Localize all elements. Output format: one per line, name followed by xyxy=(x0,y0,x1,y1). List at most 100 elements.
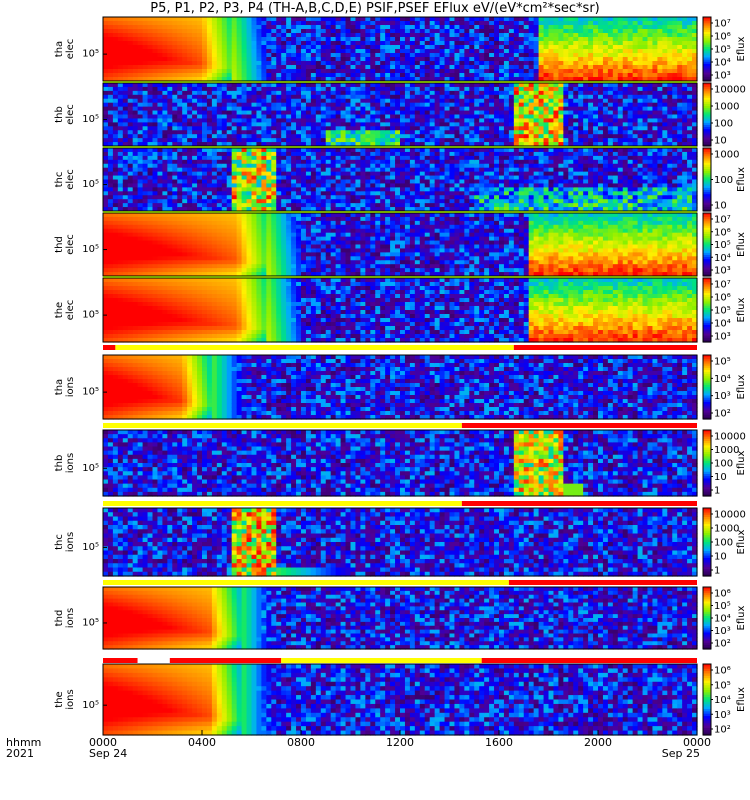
spectrogram-cell xyxy=(232,134,238,139)
spectrogram-cell xyxy=(578,21,584,26)
spectrogram-cell xyxy=(623,41,629,46)
spectrogram-cell xyxy=(172,187,178,192)
spectrogram-cell xyxy=(321,61,327,66)
spectrogram-cell xyxy=(588,91,594,96)
spectrogram-cell xyxy=(167,95,173,100)
spectrogram-cell xyxy=(395,45,401,50)
spectrogram-cell xyxy=(568,103,574,108)
spectrogram-cell xyxy=(430,53,436,58)
spectrogram-cell xyxy=(286,203,292,208)
spectrogram-cell xyxy=(390,95,396,100)
spectrogram-cell xyxy=(153,138,159,143)
spectrogram-cell xyxy=(157,191,163,196)
spectrogram-cell xyxy=(222,203,228,208)
spectrogram-cell xyxy=(271,195,277,200)
spectrogram-cell xyxy=(623,21,629,26)
spectrogram-cell xyxy=(395,183,401,188)
spectrogram-cell xyxy=(568,83,574,88)
spectrogram-cell xyxy=(450,73,456,78)
spectrogram-cell xyxy=(321,164,327,169)
spectrogram-cell xyxy=(633,83,639,88)
spectrogram-cell xyxy=(539,33,545,38)
spectrogram-cell xyxy=(479,83,485,88)
spectrogram-cell xyxy=(400,65,406,70)
spectrogram-cell xyxy=(301,87,307,92)
spectrogram-cell xyxy=(420,65,426,70)
spectrogram-cell xyxy=(469,61,475,66)
spectrogram-cell xyxy=(464,53,470,58)
spectrogram-cell xyxy=(652,25,658,30)
spectrogram-cell xyxy=(108,103,114,108)
spectrogram-cell xyxy=(237,156,243,161)
spectrogram-cell xyxy=(202,73,208,78)
spectrogram-cell xyxy=(138,53,144,58)
spectrogram-cell xyxy=(489,33,495,38)
spectrogram-cell xyxy=(514,65,520,70)
spectrogram-cell xyxy=(118,118,124,123)
spectrogram-cell xyxy=(133,99,139,104)
spectrogram-cell xyxy=(341,103,347,108)
spectrogram-cell xyxy=(128,95,134,100)
spectrogram-cell xyxy=(365,115,371,120)
spectrogram-cell xyxy=(217,164,223,169)
spectrogram-cell xyxy=(445,25,451,30)
spectrogram-cell xyxy=(341,37,347,42)
spectrogram-cell xyxy=(242,91,248,96)
spectrogram-cell xyxy=(138,156,144,161)
spectrogram-cell xyxy=(207,107,213,112)
spectrogram-cell xyxy=(346,191,352,196)
spectrogram-cell xyxy=(667,65,673,70)
spectrogram-cell xyxy=(534,115,540,120)
spectrogram-cell xyxy=(474,45,480,50)
spectrogram-cell xyxy=(573,107,579,112)
spectrogram-cell xyxy=(479,99,485,104)
spectrogram-cell xyxy=(613,99,619,104)
spectrogram-cell xyxy=(405,99,411,104)
spectrogram-cell xyxy=(197,118,203,123)
spectrogram-cell xyxy=(529,73,535,78)
spectrogram-cell xyxy=(197,168,203,173)
spectrogram-cell xyxy=(232,103,238,108)
spectrogram-cell xyxy=(301,73,307,78)
spectrogram-cell xyxy=(276,107,282,112)
spectrogram-cell xyxy=(291,17,297,22)
spectrogram-cell xyxy=(212,126,218,131)
spectrogram-cell xyxy=(153,183,159,188)
spectrogram-cell xyxy=(494,53,500,58)
spectrogram-cell xyxy=(237,180,243,185)
spectrogram-cell xyxy=(499,103,505,108)
spectrogram-cell xyxy=(529,83,535,88)
spectrogram-cell xyxy=(375,17,381,22)
spectrogram-cell xyxy=(157,69,163,74)
spectrogram-cell xyxy=(643,41,649,46)
spectrogram-cell xyxy=(390,103,396,108)
spectrogram-cell xyxy=(212,203,218,208)
spectrogram-cell xyxy=(593,130,599,135)
spectrogram-cell xyxy=(256,33,262,38)
spectrogram-cell xyxy=(484,69,490,74)
spectrogram-cell xyxy=(247,187,253,192)
spectrogram-cell xyxy=(638,103,644,108)
spectrogram-cell xyxy=(252,83,258,88)
spectrogram-cell xyxy=(425,107,431,112)
spectrogram-cell xyxy=(638,87,644,92)
spectrogram-cell xyxy=(202,164,208,169)
spectrogram-cell xyxy=(568,99,574,104)
spectrogram-cell xyxy=(247,37,253,42)
spectrogram-cell xyxy=(167,199,173,204)
spectrogram-cell xyxy=(351,118,357,123)
spectrogram-cell xyxy=(568,17,574,22)
spectrogram-cell xyxy=(360,195,366,200)
spectrogram-cell xyxy=(380,130,386,135)
spectrogram-cell xyxy=(504,115,510,120)
spectrogram-cell xyxy=(242,53,248,58)
spectrogram-cell xyxy=(534,87,540,92)
spectrogram-cell xyxy=(420,199,426,204)
spectrogram-cell xyxy=(370,115,376,120)
spectrogram-cell xyxy=(118,176,124,181)
spectrogram-cell xyxy=(583,25,589,30)
spectrogram-cell xyxy=(687,87,693,92)
spectrogram-cell xyxy=(143,115,149,120)
spectrogram-cell xyxy=(558,65,564,70)
spectrogram-cell xyxy=(360,160,366,165)
